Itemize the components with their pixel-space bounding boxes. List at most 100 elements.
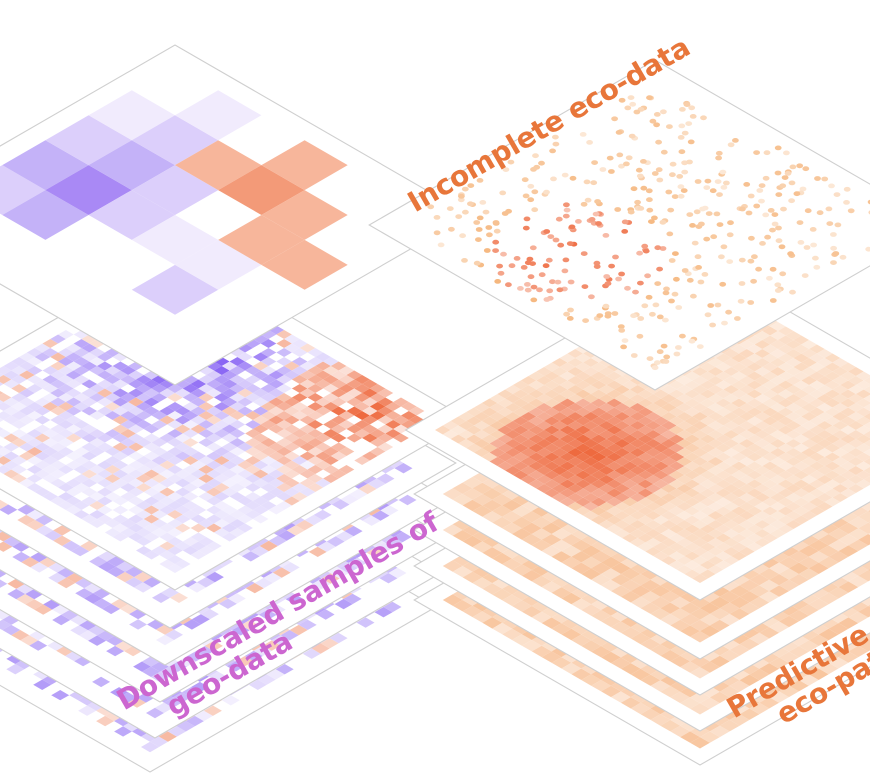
grid-cell — [317, 541, 336, 552]
grid-cell — [0, 531, 13, 542]
grid-cell — [267, 604, 286, 615]
grid-cell — [6, 664, 25, 675]
grid-cell — [29, 640, 48, 651]
grid-cell — [0, 609, 12, 620]
grid-cell — [160, 666, 178, 677]
grid-cell — [6, 653, 25, 664]
grid-cell — [141, 741, 159, 753]
grid-cell — [33, 679, 52, 690]
grid-cell — [0, 504, 18, 515]
grid-cell — [66, 572, 85, 583]
grid-cell — [0, 499, 9, 510]
grid-cell — [271, 635, 290, 646]
grid-cell — [84, 593, 103, 604]
grid-cell — [142, 656, 160, 667]
grid-cell — [190, 681, 209, 693]
grid-cell — [321, 573, 340, 584]
grid-cell — [245, 583, 264, 594]
grid-cell — [7, 588, 26, 600]
grid-cell — [295, 520, 314, 531]
grid-cell — [289, 624, 308, 636]
grid-cell — [74, 656, 93, 667]
grid-cell — [53, 535, 72, 546]
grid-cell — [371, 510, 390, 521]
grid-cell — [204, 640, 223, 652]
grid-cell — [35, 525, 54, 536]
grid-cell — [259, 540, 278, 552]
grid-cell — [313, 509, 332, 520]
grid-cell — [375, 542, 394, 553]
grid-cell — [11, 630, 30, 641]
grid-cell — [165, 629, 183, 640]
grid-cell — [143, 577, 161, 588]
grid-cell — [226, 661, 245, 672]
grid-cell — [69, 690, 88, 701]
grid-cell — [88, 635, 107, 646]
grid-cell — [16, 594, 35, 605]
grid-cell — [152, 592, 170, 603]
grid-cell — [330, 568, 349, 579]
grid-cell — [266, 669, 285, 680]
grid-cell — [366, 547, 385, 558]
grid-cell — [303, 583, 322, 594]
grid-cell — [393, 531, 412, 543]
grid-cell — [170, 592, 188, 603]
grid-cell — [286, 525, 305, 536]
grid-cell — [188, 582, 206, 593]
grid-cell — [75, 588, 94, 599]
grid-cell — [374, 607, 393, 618]
grid-cell — [147, 619, 165, 630]
grid-cell — [7, 578, 26, 589]
grid-cell — [268, 535, 287, 546]
grid-cell — [272, 567, 291, 578]
grid-cell — [164, 697, 182, 708]
grid-cell — [137, 692, 155, 703]
grid-cell — [133, 661, 151, 672]
grid-cell — [311, 643, 330, 654]
grid-cell — [340, 494, 359, 505]
grid-cell — [93, 598, 112, 609]
grid-cell — [150, 736, 168, 747]
grid-cell — [275, 664, 294, 675]
grid-cell — [110, 687, 129, 698]
grid-cell — [379, 573, 398, 584]
grid-cell — [134, 582, 152, 593]
grid-cell — [128, 697, 146, 708]
grid-cell — [92, 676, 111, 688]
grid-cell — [79, 630, 98, 641]
grid-cell — [111, 598, 130, 609]
grid-cell — [106, 635, 125, 646]
grid-cell — [203, 705, 222, 716]
grid-cell — [308, 546, 327, 557]
grid-cell — [0, 619, 12, 630]
grid-cell — [168, 726, 186, 737]
geo-data-layer-stack — [0, 44, 471, 773]
grid-cell — [84, 583, 103, 594]
grid-cell — [380, 505, 399, 516]
grid-cell — [194, 710, 213, 722]
grid-cell — [34, 604, 53, 615]
grid-cell — [89, 556, 108, 567]
grid-cell — [335, 531, 354, 542]
grid-cell — [302, 648, 321, 659]
grid-cell — [119, 692, 137, 703]
grid-cell — [146, 707, 164, 719]
grid-cell — [356, 617, 375, 628]
grid-cell — [56, 645, 75, 656]
grid-cell — [26, 509, 45, 520]
grid-cell — [155, 702, 173, 713]
grid-cell — [98, 561, 117, 572]
grid-cell — [102, 603, 121, 615]
grid-cell — [240, 620, 259, 631]
grid-cell — [326, 536, 345, 547]
grid-cell — [53, 525, 72, 536]
grid-cell — [235, 656, 254, 667]
grid-cell — [383, 601, 402, 613]
grid-cell — [116, 571, 135, 583]
grid-cell — [114, 726, 132, 737]
grid-cell — [17, 514, 36, 526]
grid-cell — [20, 635, 39, 646]
grid-cell — [70, 625, 89, 636]
grid-cell — [0, 541, 13, 552]
grid-cell — [39, 557, 58, 568]
